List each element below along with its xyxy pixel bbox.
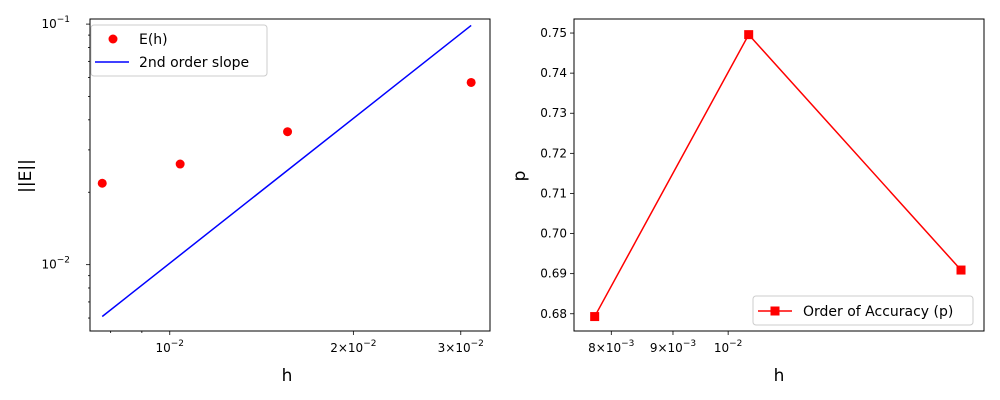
right-ytick-label: 0.70	[540, 227, 567, 241]
legend-marker-accuracy	[770, 306, 780, 316]
right-ytick-label: 0.69	[540, 267, 567, 281]
left-xtick-label: 3×10−2	[438, 339, 484, 355]
left-xtick-label: 10−2	[155, 339, 184, 355]
right-data-point	[744, 30, 754, 40]
left-data-point	[97, 178, 107, 188]
left-legend-box	[90, 24, 268, 77]
left-xlabel: h	[282, 366, 293, 386]
legend-marker-eh	[108, 34, 118, 44]
left-series-layer	[97, 24, 476, 318]
left-data-point	[283, 127, 293, 137]
right-legend-box	[752, 295, 974, 326]
right-data-point	[956, 265, 966, 275]
left-axes-frame	[89, 18, 491, 332]
right-ytick-label: 0.71	[540, 186, 567, 200]
right-ylabel: p	[510, 171, 530, 182]
right-series-line-0	[594, 33, 962, 317]
right-xlabel: h	[774, 366, 785, 386]
left-ytick-label: 10−2	[41, 256, 70, 272]
left-series-line-1	[101, 24, 472, 318]
left-data-point	[175, 159, 185, 169]
right-legend: Order of Accuracy (p)	[752, 295, 974, 326]
error-plot: 10−2 2×10−2 3×10−2 10−1 10−2 h ||E|| E(h) 2n…	[16, 15, 491, 386]
left-data-point	[466, 77, 476, 87]
legend-label-slope: 2nd order slope	[139, 55, 249, 71]
order-of-accuracy-plot: 8×10−3 9×10−3 10−2 0.68 0.69 0.70 0.71 0.72 0.73…	[510, 18, 985, 386]
legend-label-accuracy: Order of Accuracy (p)	[803, 304, 953, 320]
right-ytick-label: 0.73	[540, 106, 567, 120]
right-xtick-label: 9×10−3	[650, 339, 696, 355]
right-data-point	[590, 312, 600, 322]
left-ytick-label: 10−1	[41, 15, 70, 31]
right-ytick-label: 0.68	[540, 307, 567, 321]
right-series-layer	[590, 30, 966, 322]
left-xtick-label: 2×10−2	[330, 339, 376, 355]
right-ytick-label: 0.74	[540, 66, 567, 80]
right-xtick-label: 10−2	[714, 339, 743, 355]
right-axes-frame	[573, 18, 985, 332]
right-ytick-label: 0.75	[540, 26, 567, 40]
legend-label-eh: E(h)	[139, 32, 168, 48]
left-ylabel: ||E||	[16, 159, 36, 193]
right-xtick-label: 8×10−3	[588, 339, 634, 355]
right-ticks: 8×10−3 9×10−3 10−2 0.68 0.69 0.70 0.71 0.72 0.73…	[540, 26, 742, 355]
right-ytick-label: 0.72	[540, 146, 567, 160]
left-legend: E(h) 2nd order slope	[90, 24, 268, 77]
